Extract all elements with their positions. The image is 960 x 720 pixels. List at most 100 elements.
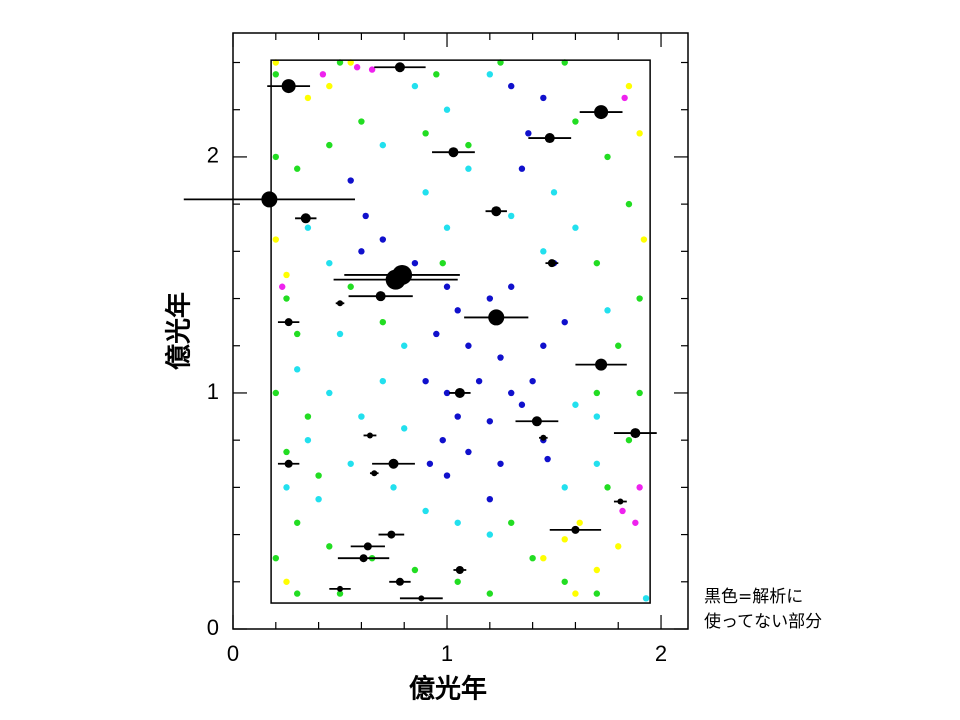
- point: [572, 118, 579, 125]
- point: [347, 177, 354, 184]
- point: [347, 283, 354, 290]
- excluded-point: [571, 525, 580, 534]
- point: [576, 519, 583, 526]
- point: [390, 484, 397, 491]
- excluded-point: [455, 565, 464, 574]
- point: [319, 71, 327, 78]
- point: [625, 436, 633, 444]
- point: [497, 460, 504, 467]
- excluded-point: [281, 79, 296, 94]
- annotation: 黒色=解析に: [704, 587, 803, 607]
- excluded-point: [531, 416, 542, 427]
- point: [454, 413, 461, 420]
- point: [636, 484, 643, 491]
- point: [336, 59, 344, 66]
- excluded-point: [387, 530, 396, 539]
- point: [411, 259, 419, 267]
- excluded-point: [540, 434, 547, 441]
- x-axis-title: 億光年: [409, 674, 487, 705]
- point: [454, 519, 461, 526]
- point: [604, 153, 611, 161]
- point: [525, 130, 532, 137]
- point: [283, 295, 290, 302]
- excluded-point: [544, 133, 555, 144]
- point: [508, 82, 515, 90]
- point: [540, 248, 547, 255]
- point: [625, 200, 633, 208]
- point: [353, 64, 361, 71]
- point: [593, 590, 601, 597]
- excluded-point: [491, 206, 502, 217]
- excluded-point: [454, 387, 465, 398]
- excluded-point: [363, 542, 372, 551]
- point: [508, 212, 515, 220]
- point: [593, 389, 601, 397]
- point: [272, 554, 280, 562]
- point: [497, 59, 504, 66]
- point: [422, 130, 429, 137]
- point: [544, 455, 551, 463]
- point: [636, 295, 643, 302]
- point: [604, 484, 611, 491]
- point: [465, 141, 472, 149]
- point: [443, 472, 451, 479]
- point: [433, 71, 440, 78]
- point: [422, 189, 429, 196]
- point: [636, 130, 643, 137]
- point: [272, 389, 280, 397]
- excluded-point: [375, 291, 386, 302]
- point: [561, 59, 568, 66]
- point: [379, 377, 387, 385]
- annotation: 使ってない部分: [704, 611, 822, 632]
- excluded-point: [284, 459, 293, 468]
- point: [304, 94, 312, 102]
- point: [561, 536, 568, 543]
- excluded-point: [418, 595, 425, 602]
- point: [326, 82, 333, 90]
- point: [304, 436, 312, 444]
- point: [401, 425, 408, 432]
- point: [508, 519, 515, 526]
- y-axis-title: 億光年: [164, 292, 195, 370]
- point: [572, 401, 579, 408]
- point: [315, 495, 322, 503]
- point: [621, 94, 628, 102]
- point: [326, 259, 333, 267]
- point: [486, 590, 494, 597]
- point: [561, 578, 568, 585]
- region-frame: [270, 59, 651, 604]
- point: [433, 330, 440, 338]
- point: [401, 342, 408, 349]
- point: [379, 141, 387, 149]
- point: [326, 543, 333, 550]
- x-tick-label: 1: [441, 641, 453, 666]
- point: [593, 566, 601, 574]
- x-tick-label: 2: [655, 641, 667, 666]
- point: [486, 531, 494, 538]
- point: [279, 283, 286, 290]
- point: [336, 590, 344, 597]
- point: [368, 66, 376, 73]
- point: [283, 578, 290, 585]
- point: [283, 448, 290, 456]
- point: [272, 71, 280, 78]
- point: [379, 236, 387, 243]
- point: [529, 377, 536, 385]
- point: [604, 307, 611, 314]
- point: [362, 212, 369, 220]
- point: [497, 354, 504, 361]
- point: [326, 141, 333, 149]
- excluded-point: [630, 428, 641, 439]
- y-tick-label: 2: [207, 143, 219, 168]
- point: [272, 153, 280, 161]
- point: [283, 484, 290, 491]
- point: [294, 519, 301, 526]
- point: [636, 389, 643, 397]
- x-tick-label: 0: [227, 641, 239, 666]
- point: [443, 389, 451, 397]
- excluded-point: [300, 213, 311, 224]
- point: [518, 165, 526, 172]
- excluded-point: [395, 577, 404, 586]
- point: [561, 318, 568, 326]
